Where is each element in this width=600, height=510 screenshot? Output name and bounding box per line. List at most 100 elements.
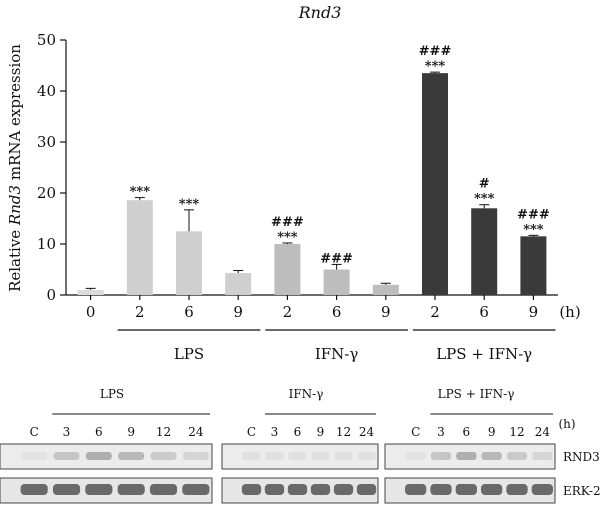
x-unit-label: (h) [559, 303, 580, 321]
group-label: IFN-γ [315, 345, 359, 363]
y-tick-label: 50 [37, 31, 56, 49]
blot-band-rnd3 [118, 452, 145, 460]
blot-panel-title: LPS [100, 387, 124, 401]
blot-lane-label: 3 [271, 425, 279, 439]
blot-panel: LPS + IFN-γ C 3 6 9 12 24 [384, 387, 556, 504]
x-tick-label: 2 [283, 303, 293, 321]
blot-band-rnd3 [430, 452, 452, 460]
x-tick-label: 6 [479, 303, 489, 321]
chart-title: Rnd3 [298, 3, 342, 22]
x-tick-label: 0 [86, 303, 96, 321]
bar [274, 244, 301, 295]
blot-lane-label: 24 [535, 425, 551, 439]
y-tick-label: 30 [37, 133, 56, 151]
blot-lane-label: 12 [336, 425, 351, 439]
blot-lane-label: C [247, 425, 256, 439]
blot-band-erk2 [405, 484, 427, 495]
y-ticks: 0 10 20 30 40 50 [37, 31, 66, 304]
x-tick-labels: 0 2 6 9 2 6 9 2 6 9 [86, 295, 538, 321]
blot-band-erk2 [531, 484, 553, 495]
blot-band-rnd3 [53, 452, 80, 460]
blot-band-erk2 [264, 484, 285, 495]
blot-band-erk2 [356, 484, 377, 495]
blot-lane-label: 3 [437, 425, 445, 439]
bar [176, 231, 202, 295]
blot-band-erk2 [455, 484, 477, 495]
bar [471, 208, 498, 295]
blot-band-erk2 [287, 484, 308, 495]
x-tick-label: 9 [529, 303, 539, 321]
blot-band-rnd3 [182, 452, 209, 460]
blot-lane-label: 12 [509, 425, 524, 439]
x-tick-label: 6 [332, 303, 342, 321]
blot-band-erk2 [506, 484, 528, 495]
blot-unit-label: (h) [558, 417, 575, 431]
bar [77, 289, 104, 295]
blot-panel-title: LPS + IFN-γ [438, 387, 515, 401]
significance-hashes: ### [517, 207, 550, 222]
y-tick-label: 10 [37, 235, 56, 253]
significance-hashes: ### [419, 44, 452, 59]
blot-band-rnd3 [334, 452, 353, 460]
y-tick-label: 20 [37, 184, 56, 202]
x-tick-label: 6 [184, 303, 194, 321]
bar [372, 284, 399, 295]
blot-band-erk2 [333, 484, 354, 495]
blot-strip-rnd3 [221, 443, 379, 470]
blot-band-erk2 [149, 484, 178, 495]
blot-band-erk2 [481, 484, 503, 495]
blot-panel: LPS C 3 6 9 12 24 [0, 387, 213, 504]
blot-band-rnd3 [150, 452, 177, 460]
blot-band-erk2 [52, 484, 81, 495]
blot-band-erk2 [182, 484, 210, 495]
blot-band-erk2 [241, 484, 262, 495]
bar [422, 73, 448, 296]
significance-hashes: # [479, 177, 490, 192]
significance-asterisks: *** [277, 230, 298, 245]
bar [323, 269, 350, 295]
blot-band-rnd3 [288, 452, 307, 460]
significance-asterisks: *** [130, 185, 151, 200]
blot-band-erk2 [310, 484, 331, 495]
blot-band-rnd3 [506, 452, 528, 460]
blot-band-erk2 [430, 484, 452, 495]
blot-band-rnd3 [21, 452, 48, 460]
blot-lane-label: 9 [317, 425, 325, 439]
y-tick-label: 0 [46, 286, 56, 304]
blot-lane-label: 3 [63, 425, 71, 439]
blot-lane-label: 9 [488, 425, 496, 439]
bars: *********######***###***#***### [77, 44, 550, 296]
blot-lane-label: 6 [294, 425, 302, 439]
significance-asterisks: *** [523, 222, 544, 237]
blot-lane-label: 9 [127, 425, 135, 439]
x-tick-label: 2 [430, 303, 440, 321]
blot-row-label: ERK-2 [563, 484, 600, 498]
x-tick-label: 2 [135, 303, 145, 321]
blot-band-rnd3 [242, 452, 261, 460]
blot-band-rnd3 [481, 452, 502, 460]
blot-band-rnd3 [265, 452, 284, 460]
x-tick-label: 9 [381, 303, 391, 321]
blot-strip-rnd3 [0, 443, 213, 470]
significance-asterisks: *** [474, 192, 495, 207]
blot-band-erk2 [20, 484, 48, 495]
blot-lane-label: 12 [156, 425, 171, 439]
significance-hashes: ### [271, 215, 304, 230]
significance-asterisks: *** [425, 59, 446, 74]
blot-lane-label: C [411, 425, 420, 439]
significance-hashes: ### [320, 251, 353, 266]
blot-band-rnd3 [311, 452, 330, 460]
bar [126, 200, 153, 295]
y-tick-label: 40 [37, 82, 56, 100]
blot-lane-label: 6 [463, 425, 471, 439]
blot-row-label: RND3 [563, 450, 600, 464]
blot-lane-label: 24 [359, 425, 375, 439]
blot-lane-label: 6 [95, 425, 103, 439]
group-label: LPS + IFN-γ [436, 345, 532, 363]
blot-band-rnd3 [532, 452, 553, 460]
blot-band-rnd3 [85, 452, 112, 460]
blot-band-erk2 [117, 484, 145, 495]
blot-band-erk2 [85, 484, 113, 495]
